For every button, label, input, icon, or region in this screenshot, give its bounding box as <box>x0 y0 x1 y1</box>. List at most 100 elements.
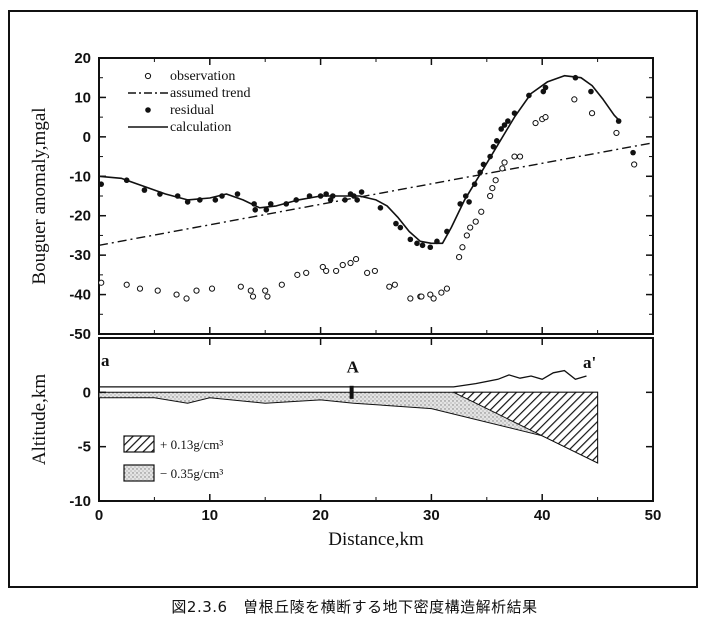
residual-point <box>414 240 420 247</box>
section-marker-label: a' <box>583 353 596 372</box>
observation-point <box>456 254 463 261</box>
legend-residual-symbol <box>145 107 151 113</box>
xtick-label: 10 <box>201 507 218 524</box>
legend-hatched-swatch <box>123 435 155 453</box>
residual-point <box>490 143 497 150</box>
residual-point <box>466 199 472 205</box>
residual-point <box>477 169 483 176</box>
residual-point <box>358 189 365 195</box>
observation-point <box>438 289 445 296</box>
observation-point <box>333 267 340 275</box>
observation-point <box>613 129 620 137</box>
observation-point <box>478 208 485 215</box>
observation-point <box>467 224 474 231</box>
xtick-label: 50 <box>645 507 662 524</box>
residual-point <box>184 199 191 205</box>
upper-ytick-label: -10 <box>69 168 91 185</box>
observation-point <box>154 287 161 294</box>
residual-point <box>588 88 594 95</box>
upper-ytick-label: 10 <box>74 89 91 106</box>
observation-point <box>347 259 354 267</box>
upper-ytick-label: -20 <box>69 208 91 225</box>
observation-point <box>489 185 496 192</box>
section-marker-label: A <box>347 358 360 377</box>
observation-point <box>193 287 200 294</box>
residual-point <box>505 118 511 124</box>
residual-point <box>501 122 508 128</box>
section-marker-label: a <box>101 351 110 370</box>
residual-point <box>354 197 360 203</box>
assumed-trend-line <box>99 142 653 246</box>
observation-point <box>407 295 414 302</box>
upper-ytick-label: 20 <box>74 50 91 67</box>
lower-ytick-label: 0 <box>83 384 91 401</box>
observation-point <box>136 285 144 292</box>
residual-point <box>377 205 384 211</box>
observation-point <box>631 161 638 168</box>
lower-ylabel: Altitude,km <box>29 374 50 466</box>
observation-point <box>487 192 494 200</box>
residual-point <box>219 193 225 199</box>
observation-point <box>249 293 257 300</box>
residual-point <box>251 201 257 207</box>
legend-observation-symbol <box>144 72 152 80</box>
legend-density-label: + 0.13g/cm³ <box>160 437 223 452</box>
residual-point <box>630 149 636 156</box>
residual-point <box>283 201 290 207</box>
lower-panel: 0-5-100 10 20 30 40 50Distance,kmAltitude,kma… <box>29 337 662 550</box>
observation-point <box>123 281 130 288</box>
xlabel: Distance,km <box>328 529 424 550</box>
observation-point <box>294 271 301 278</box>
observation-point <box>542 114 549 121</box>
residual-point <box>351 193 357 199</box>
observation-point <box>247 287 254 294</box>
residual-point <box>234 191 241 197</box>
observation-point <box>98 279 105 286</box>
residual-point <box>329 193 336 199</box>
residual-point <box>263 207 270 213</box>
positive-density-body <box>453 391 599 464</box>
residual-point <box>419 242 426 249</box>
residual-point <box>434 238 440 245</box>
upper-ytick-label: -30 <box>69 247 91 264</box>
calculation-curve <box>99 74 621 245</box>
xtick-label: 0 <box>95 507 103 524</box>
residual-point <box>471 181 478 187</box>
residual-point <box>493 138 500 144</box>
observation-point <box>532 119 539 127</box>
residual-point <box>526 92 532 99</box>
upper-ytick-label: -50 <box>69 326 91 343</box>
residual-point <box>317 193 324 199</box>
observation-point <box>459 244 466 251</box>
observation-point <box>463 232 470 239</box>
residual-point <box>212 197 219 203</box>
observation-point <box>352 255 360 263</box>
legend-label: calculation <box>170 120 231 135</box>
residual-point <box>141 187 148 193</box>
upper-ytick-label: 0 <box>83 129 91 146</box>
residual-point <box>511 110 518 116</box>
residual-point <box>252 207 259 213</box>
figure-caption: 図2.3.6 曽根丘陵を横断する地下密度構造解析結果 <box>171 598 538 616</box>
figure-frame <box>8 10 698 588</box>
observation-point <box>571 96 578 103</box>
residual-point <box>267 201 274 207</box>
observation-point <box>427 291 434 298</box>
residual-point <box>572 74 579 81</box>
xtick-label: 20 <box>312 507 329 524</box>
legend-stippled-swatch <box>123 464 155 482</box>
xtick-label: 30 <box>423 507 440 524</box>
observation-point <box>278 281 285 288</box>
legend-label: observation <box>170 69 235 84</box>
observation-point <box>262 287 269 294</box>
observation-point <box>386 283 393 290</box>
residual-point <box>98 181 105 187</box>
residual-point <box>615 118 622 124</box>
residual-point <box>157 191 163 197</box>
residual-point <box>197 197 203 203</box>
observation-point <box>303 269 310 276</box>
residual-point <box>306 193 313 199</box>
residual-point <box>293 197 300 203</box>
residual-point <box>174 193 181 199</box>
